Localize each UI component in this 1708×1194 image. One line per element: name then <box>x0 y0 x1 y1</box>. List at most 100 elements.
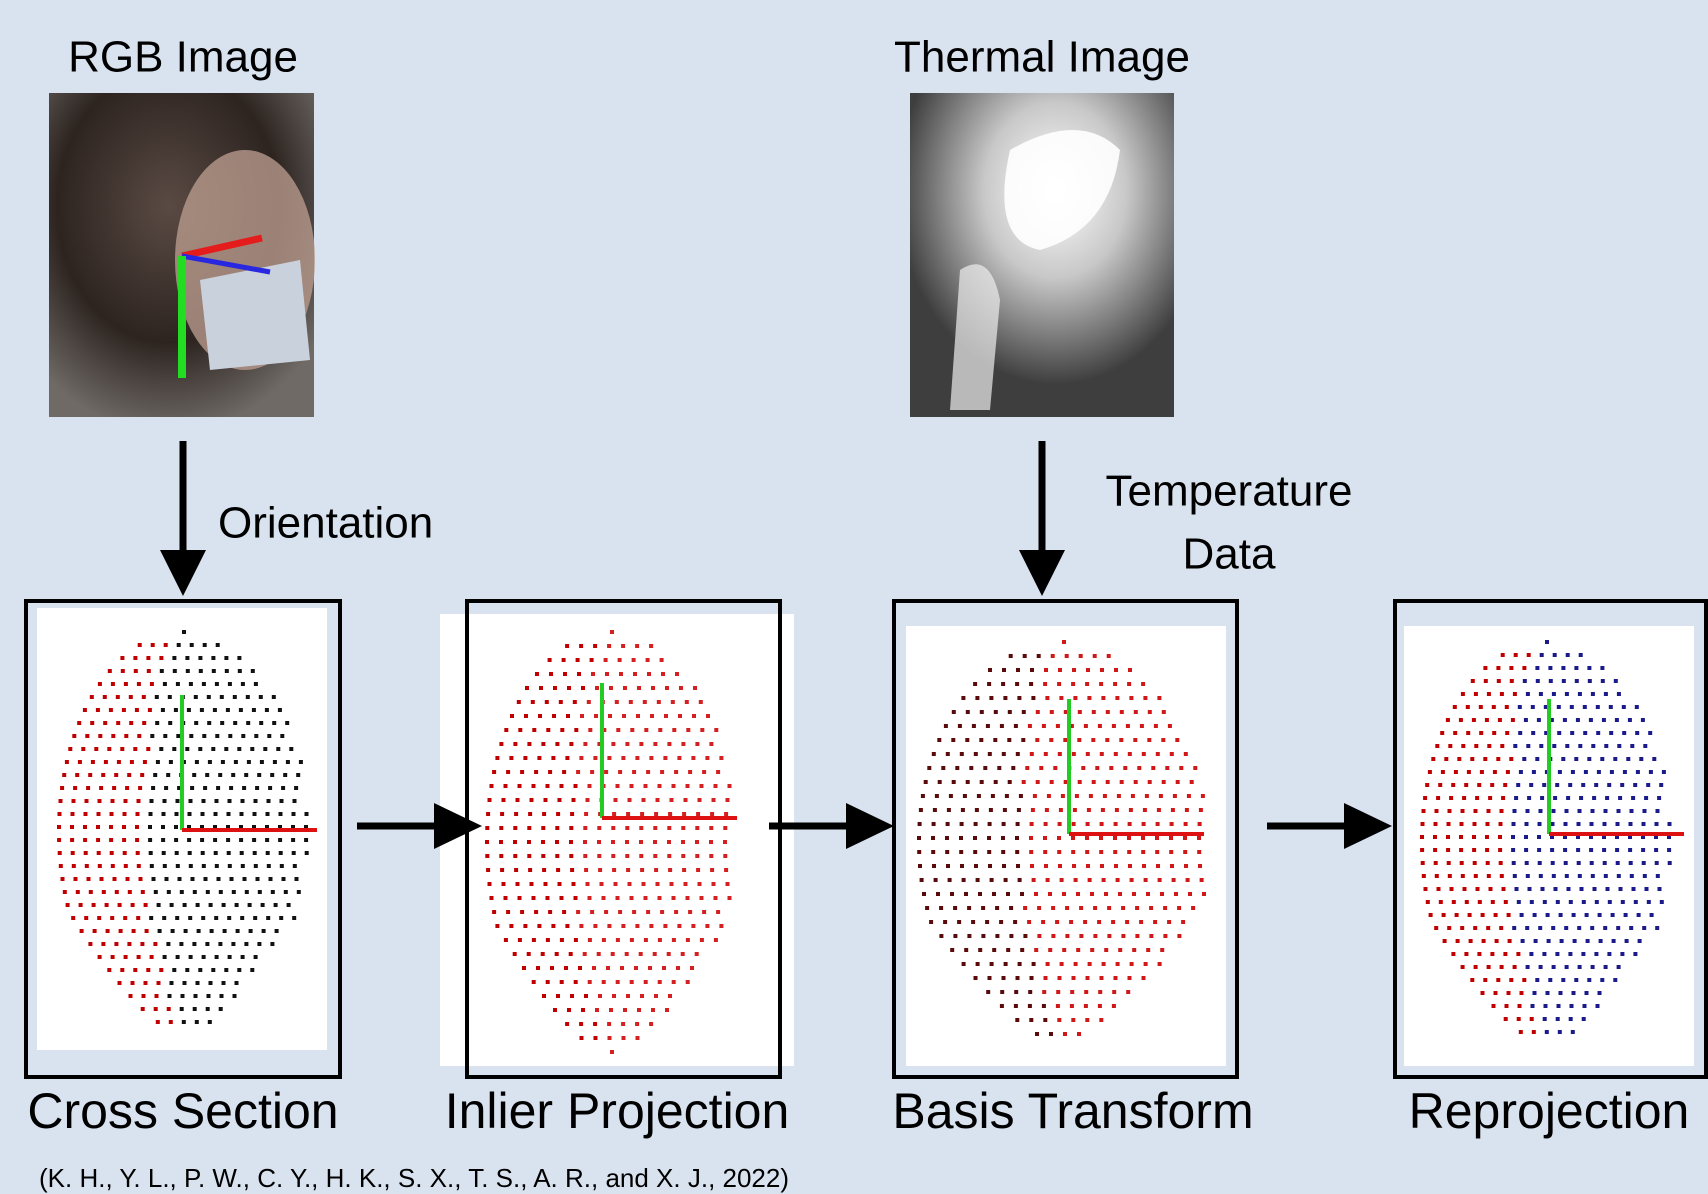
point <box>527 854 532 858</box>
point <box>669 882 674 886</box>
point <box>686 728 691 732</box>
point <box>931 850 936 854</box>
point <box>565 1022 570 1026</box>
point <box>270 773 275 777</box>
point <box>706 714 710 718</box>
point <box>129 721 134 725</box>
point <box>1520 939 1525 943</box>
point <box>246 721 251 725</box>
point <box>97 799 102 803</box>
point <box>1091 710 1096 714</box>
point <box>569 742 574 746</box>
point <box>567 686 571 690</box>
point <box>1049 780 1054 784</box>
point <box>1139 724 1144 728</box>
point <box>626 994 630 998</box>
point <box>1591 744 1596 748</box>
point <box>581 686 585 690</box>
point <box>532 728 537 732</box>
point <box>545 896 550 900</box>
point <box>1609 731 1614 735</box>
point <box>961 878 966 882</box>
point <box>1654 861 1659 865</box>
point <box>127 942 132 946</box>
point <box>1493 991 1498 995</box>
point <box>1459 822 1464 826</box>
point <box>222 929 227 933</box>
point <box>1087 696 1092 700</box>
point <box>487 882 492 886</box>
point <box>1072 864 1076 868</box>
point <box>1049 710 1054 714</box>
point <box>725 882 730 886</box>
point <box>989 696 994 700</box>
point <box>1570 731 1575 735</box>
point <box>1581 1017 1586 1021</box>
point <box>208 903 213 907</box>
point <box>534 910 539 914</box>
point <box>240 864 245 868</box>
point <box>587 784 592 788</box>
point <box>260 903 265 907</box>
point <box>1483 757 1488 761</box>
point <box>1101 878 1106 882</box>
point <box>107 669 112 673</box>
point <box>214 799 219 803</box>
point <box>945 850 950 854</box>
point <box>211 669 216 673</box>
point <box>946 864 950 868</box>
point <box>569 840 573 844</box>
point <box>1485 861 1490 865</box>
point <box>621 644 626 648</box>
point <box>1125 724 1130 728</box>
point <box>503 896 508 900</box>
point <box>1099 1018 1104 1022</box>
point <box>931 836 935 840</box>
point <box>1002 668 1006 672</box>
point <box>518 728 523 732</box>
point <box>1421 809 1426 813</box>
point <box>990 794 995 798</box>
point <box>1582 1004 1587 1008</box>
point <box>201 864 206 868</box>
point <box>1055 1004 1060 1008</box>
point <box>1503 1017 1508 1021</box>
point <box>118 929 123 933</box>
point <box>149 864 154 868</box>
point <box>244 890 249 894</box>
point <box>607 756 612 760</box>
point <box>1034 948 1039 952</box>
point <box>1574 666 1579 670</box>
point <box>279 864 284 868</box>
point <box>1142 864 1146 868</box>
point <box>1029 822 1034 826</box>
point <box>1578 744 1583 748</box>
point <box>555 840 559 844</box>
point <box>1462 796 1467 800</box>
point <box>987 822 992 826</box>
point <box>1550 848 1555 852</box>
point <box>1071 752 1076 756</box>
point <box>304 838 309 842</box>
point <box>1538 926 1543 930</box>
point <box>138 786 143 790</box>
point <box>107 747 112 751</box>
point <box>699 784 704 788</box>
point <box>705 756 710 760</box>
point <box>1633 900 1638 904</box>
point <box>68 747 73 751</box>
point <box>999 724 1004 728</box>
point <box>950 892 954 896</box>
point <box>1100 864 1104 868</box>
point <box>601 980 606 984</box>
point <box>1473 874 1478 878</box>
point <box>1525 874 1530 878</box>
point <box>1027 1004 1032 1008</box>
point <box>283 890 288 894</box>
point <box>522 966 526 970</box>
point <box>58 864 63 868</box>
point <box>1584 913 1589 917</box>
point <box>500 868 505 872</box>
point <box>1112 990 1117 994</box>
point <box>542 868 547 872</box>
